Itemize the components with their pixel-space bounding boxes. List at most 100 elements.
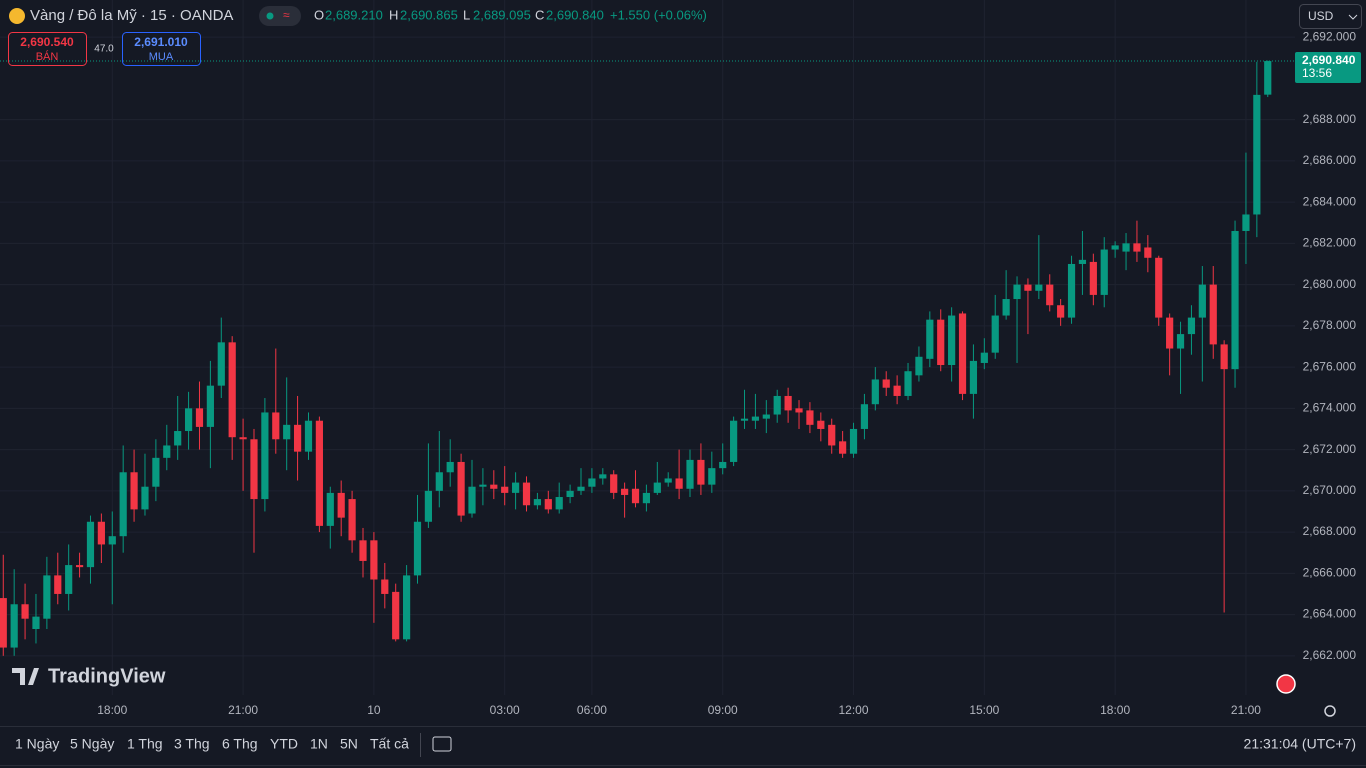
sell-button[interactable] bbox=[8, 32, 87, 66]
y-tick-label: 2,662.000 bbox=[1303, 648, 1357, 662]
candle-body bbox=[1176, 334, 1185, 349]
candle-body bbox=[730, 420, 738, 462]
flag-icon[interactable] bbox=[1276, 674, 1296, 694]
candle-body bbox=[762, 414, 770, 419]
candle-body bbox=[163, 445, 171, 458]
clock[interactable]: 21:31:04 (UTC+7) bbox=[1244, 736, 1356, 752]
candle-body bbox=[1100, 249, 1108, 295]
candle-body bbox=[1111, 245, 1119, 250]
settings-icon[interactable] bbox=[1324, 705, 1336, 717]
candle-body bbox=[512, 482, 520, 493]
candle-body bbox=[849, 428, 858, 454]
range-button[interactable]: 1 Ngày bbox=[15, 736, 59, 752]
range-button[interactable]: 5N bbox=[340, 736, 358, 752]
range-button[interactable]: 5 Ngày bbox=[70, 736, 114, 752]
symbol-title[interactable]: Vàng / Đô la Mỹ · 15 · OANDA bbox=[30, 7, 233, 24]
brand-logo bbox=[12, 668, 39, 685]
candle-body bbox=[402, 575, 411, 640]
candle-body bbox=[1144, 247, 1152, 258]
candle-body bbox=[675, 478, 683, 489]
currency-label: USD bbox=[1308, 9, 1334, 23]
candles bbox=[0, 60, 1272, 656]
candle-body bbox=[43, 575, 51, 619]
symbol-icon bbox=[9, 8, 25, 24]
candle-body bbox=[784, 395, 792, 411]
candle-body bbox=[577, 486, 585, 491]
low-value: 2,689.095 bbox=[473, 7, 531, 22]
candle-body bbox=[522, 482, 531, 506]
y-tick-label: 2,688.000 bbox=[1303, 112, 1357, 126]
candle-body bbox=[65, 565, 73, 594]
candle-body bbox=[479, 484, 487, 487]
candle-body bbox=[904, 371, 912, 396]
range-button[interactable]: Tất cả bbox=[370, 736, 409, 752]
candle-body bbox=[610, 474, 618, 493]
y-tick-label: 2,682.000 bbox=[1303, 236, 1357, 250]
status-icon: ≈ bbox=[283, 8, 290, 22]
candle-body bbox=[555, 497, 563, 510]
candle-body bbox=[915, 356, 923, 376]
x-tick-label: 09:00 bbox=[708, 703, 738, 717]
candle-body bbox=[381, 579, 389, 594]
close-value: 2,690.840 bbox=[546, 7, 604, 22]
goto-date-icon[interactable] bbox=[432, 736, 452, 752]
spread: 47.0 bbox=[94, 44, 114, 55]
candle-body bbox=[773, 395, 781, 415]
candle-body bbox=[588, 478, 596, 487]
candle-body bbox=[926, 319, 934, 359]
status-pill[interactable] bbox=[259, 6, 301, 26]
candle-body bbox=[1013, 284, 1021, 300]
low-label: L bbox=[463, 7, 470, 22]
candle-body bbox=[217, 342, 225, 386]
candle-body bbox=[1002, 299, 1010, 316]
candle-body bbox=[1133, 243, 1141, 252]
candle-body bbox=[566, 490, 574, 498]
buy-button[interactable] bbox=[122, 32, 201, 66]
candle-body bbox=[937, 319, 945, 366]
y-tick-label: 2,686.000 bbox=[1303, 153, 1357, 167]
currency-caret bbox=[1348, 14, 1358, 20]
countdown: 13:56 bbox=[1302, 66, 1332, 80]
candle-body bbox=[348, 499, 356, 541]
range-button[interactable]: 1N bbox=[310, 736, 328, 752]
x-tick-label: 03:00 bbox=[490, 703, 520, 717]
candle-body bbox=[108, 536, 116, 545]
range-button[interactable]: YTD bbox=[270, 736, 298, 752]
candle-body bbox=[1242, 214, 1250, 231]
candle-body bbox=[86, 521, 95, 568]
open-label: O bbox=[314, 7, 324, 22]
candle-body bbox=[32, 616, 40, 630]
candle-body bbox=[337, 492, 345, 518]
last-price-label: 2,690.840 bbox=[1302, 53, 1356, 67]
candle-body bbox=[184, 408, 193, 432]
buy-label: MUA bbox=[149, 51, 174, 63]
candle-body bbox=[599, 474, 607, 479]
candle-body bbox=[283, 424, 291, 440]
candle-body bbox=[457, 461, 465, 516]
candle-body bbox=[828, 424, 836, 446]
candle-body bbox=[174, 431, 182, 446]
y-tick-label: 2,664.000 bbox=[1303, 607, 1357, 621]
candle-body bbox=[1187, 317, 1196, 335]
range-button[interactable]: 1 Thg bbox=[127, 736, 163, 752]
candle-body bbox=[533, 499, 542, 506]
y-tick-label: 2,666.000 bbox=[1303, 565, 1357, 579]
candle-body bbox=[621, 488, 629, 495]
close-label: C bbox=[535, 7, 544, 22]
candle-body bbox=[21, 604, 29, 619]
candle-body bbox=[817, 420, 825, 429]
candle-body bbox=[860, 404, 869, 429]
candle-body bbox=[1166, 317, 1174, 349]
range-button[interactable]: 6 Thg bbox=[222, 736, 258, 752]
candle-body bbox=[958, 313, 967, 394]
candle-body bbox=[740, 418, 749, 421]
range-button[interactable]: 3 Thg bbox=[174, 736, 210, 752]
currency-select[interactable] bbox=[1299, 4, 1362, 29]
candle-body bbox=[969, 360, 978, 394]
candle-body bbox=[119, 472, 127, 537]
x-tick-label: 21:00 bbox=[228, 703, 258, 717]
candle-body bbox=[304, 420, 313, 452]
candle-body bbox=[795, 408, 803, 413]
candle-body bbox=[686, 459, 694, 489]
